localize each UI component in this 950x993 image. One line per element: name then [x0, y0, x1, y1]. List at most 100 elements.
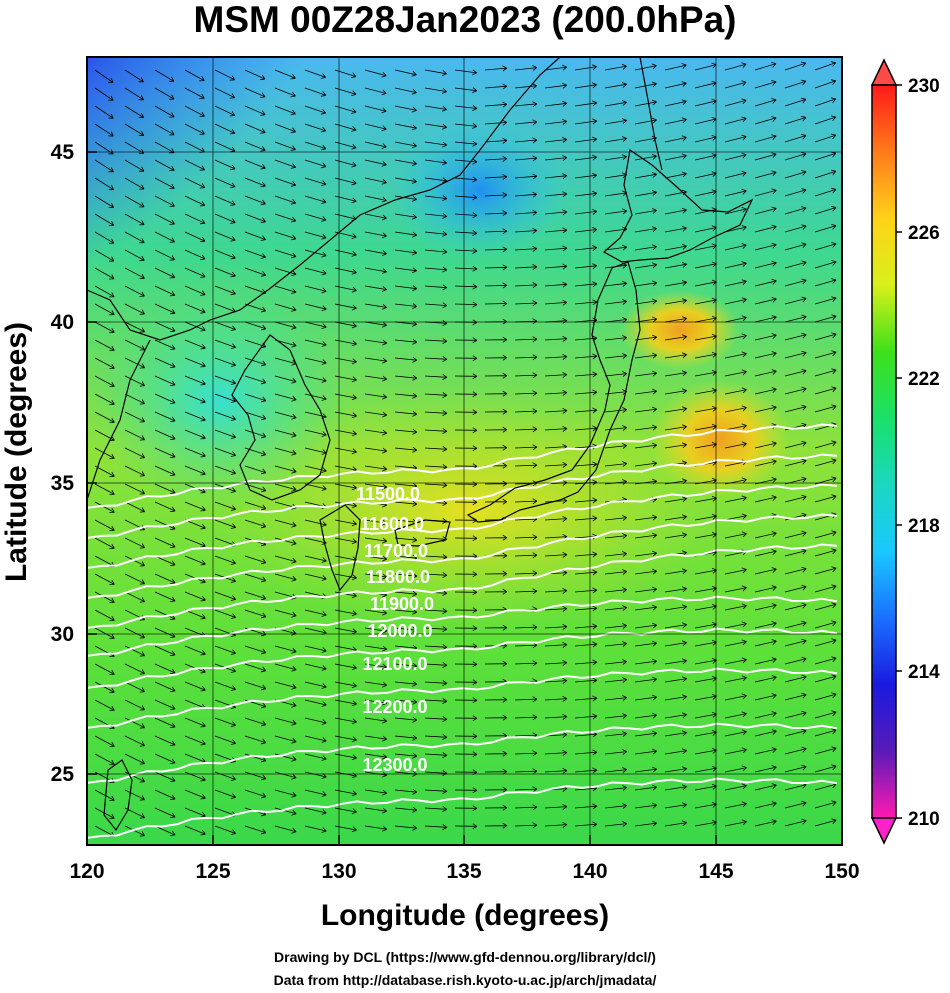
wind-arrow: [184, 339, 206, 350]
wind-arrow: [604, 353, 628, 359]
wind-arrow: [514, 264, 538, 270]
wind-arrow: [334, 105, 357, 114]
wind-arrow: [274, 645, 297, 654]
wind-arrow: [784, 800, 807, 809]
x-axis-title: Longitude (degrees): [321, 899, 609, 932]
wind-arrow: [334, 123, 357, 132]
wind-arrow: [634, 370, 658, 377]
wind-arrow: [184, 159, 206, 171]
wind-arrow: [274, 447, 297, 456]
wind-arrow: [184, 213, 206, 225]
wind-arrow: [454, 230, 478, 236]
wind-arrow: [574, 208, 598, 215]
wind-arrow: [304, 429, 327, 437]
x-tick-label: 120: [69, 860, 104, 883]
height-contour: [87, 595, 838, 657]
wind-arrow: [154, 735, 176, 746]
wind-arrow: [574, 677, 598, 684]
wind-arrow: [304, 231, 327, 240]
wind-arrow: [604, 569, 628, 575]
coast-kyushu: [319, 504, 361, 592]
credit-data: Data from http://database.rish.kyoto-u.a…: [274, 972, 657, 988]
wind-arrow: [574, 136, 598, 143]
wind-arrow: [184, 195, 206, 207]
wind-arrow: [604, 695, 628, 701]
wind-arrow: [94, 303, 115, 316]
wind-arrow: [274, 375, 297, 384]
wind-arrow: [394, 231, 418, 238]
wind-arrow: [364, 825, 388, 832]
wind-arrow: [514, 137, 538, 144]
wind-arrow: [154, 123, 175, 136]
wind-arrow: [424, 410, 448, 416]
wind-arrow: [94, 213, 115, 226]
contour-label: 11800.0: [366, 567, 430, 587]
wind-arrow: [424, 464, 448, 470]
wind-arrow: [784, 170, 807, 179]
contour-label: 11700.0: [364, 541, 428, 561]
wind-arrow: [184, 105, 205, 117]
wind-arrow: [304, 141, 327, 151]
wind-arrow: [514, 155, 538, 162]
wind-arrow: [784, 548, 807, 557]
wind-arrow: [754, 765, 777, 773]
wind-arrow: [124, 501, 146, 513]
wind-arrow: [124, 663, 146, 675]
wind-arrow: [154, 231, 175, 243]
wind-arrow: [334, 87, 357, 96]
wind-arrow: [304, 357, 327, 365]
wind-arrow: [634, 153, 657, 161]
wind-arrow: [304, 339, 327, 347]
wind-arrow: [364, 267, 387, 274]
wind-arrow: [364, 699, 388, 706]
wind-arrow: [634, 730, 658, 737]
wind-arrow: [544, 335, 568, 342]
coast-asia-mainland: [87, 57, 561, 341]
wind-arrow: [514, 534, 538, 541]
x-tick-label: 125: [195, 860, 230, 883]
wind-arrow: [124, 753, 146, 765]
wind-arrow: [454, 247, 478, 254]
wind-arrow: [664, 352, 687, 359]
wind-arrow: [724, 80, 747, 89]
wind-arrow: [274, 123, 296, 134]
wind-arrow: [154, 717, 176, 728]
wind-arrow: [634, 226, 657, 233]
wind-arrow: [94, 789, 115, 801]
wind-arrow: [154, 411, 176, 422]
wind-arrow: [484, 101, 508, 108]
wind-arrow: [214, 429, 237, 439]
wind-arrow: [244, 609, 267, 619]
wind-arrow: [154, 195, 175, 207]
wind-arrow: [664, 568, 687, 575]
wind-arrow: [604, 335, 628, 341]
wind-arrow: [304, 483, 327, 491]
wind-arrow: [634, 658, 658, 665]
wind-arrow: [784, 79, 807, 89]
wind-arrow: [574, 749, 598, 756]
wind-arrow: [544, 551, 568, 558]
wind-arrow: [544, 407, 568, 414]
wind-arrow: [124, 555, 146, 567]
wind-arrow: [514, 444, 538, 451]
wind-arrow: [274, 771, 297, 780]
wind-arrow: [514, 570, 538, 577]
wind-arrow: [184, 411, 206, 422]
wind-arrow: [94, 573, 115, 585]
wind-arrow: [394, 482, 418, 489]
wind-arrow: [484, 588, 508, 595]
wind-arrow: [124, 177, 145, 190]
cool-region-west: [90, 290, 350, 510]
wind-arrow: [244, 357, 267, 367]
wind-arrow: [544, 227, 568, 234]
coast-honshu: [466, 261, 641, 523]
wind-arrow: [184, 807, 206, 818]
wind-arrow: [334, 159, 357, 168]
wind-arrow: [484, 696, 508, 703]
wind-arrow: [814, 584, 837, 593]
y-axis-title: Latitude (degrees): [0, 322, 33, 582]
height-contour: [87, 543, 838, 629]
wind-arrow: [124, 69, 144, 83]
wind-arrow: [364, 717, 388, 724]
contour-labels: 11500.0 11600.0 11700.0 11800.0 11900.0 …: [356, 484, 434, 775]
